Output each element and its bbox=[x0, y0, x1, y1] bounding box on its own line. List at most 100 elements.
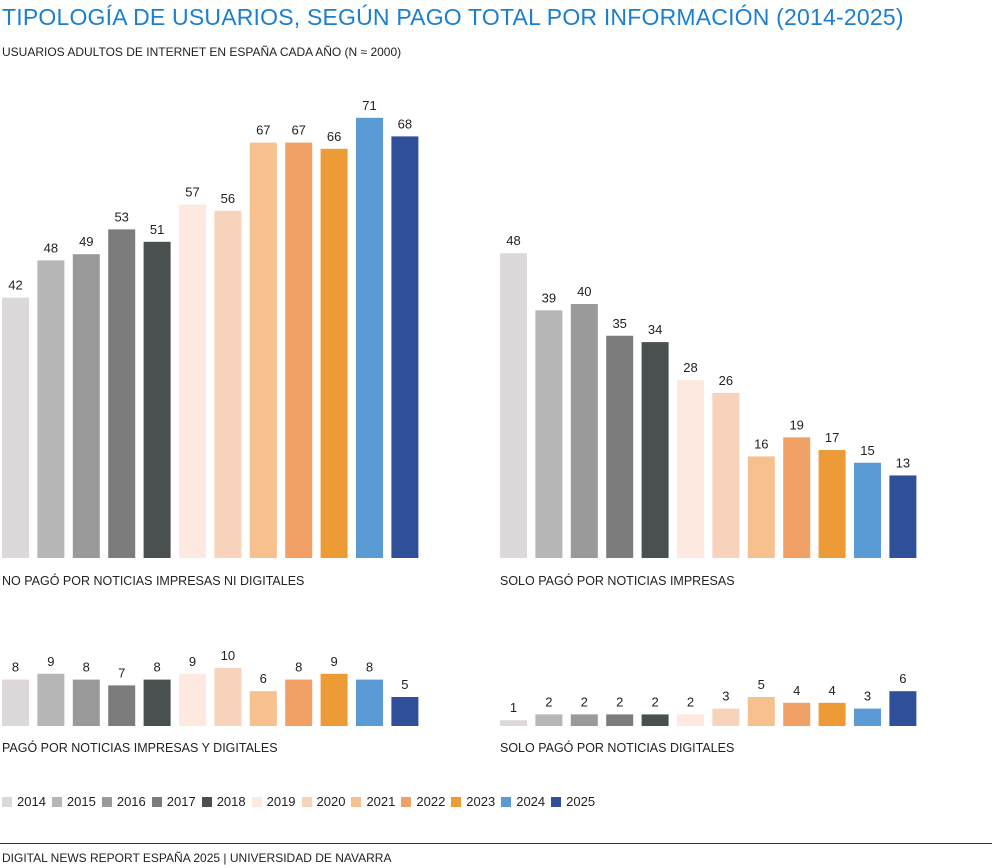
bar-2025 bbox=[889, 475, 917, 558]
legend-swatch bbox=[51, 796, 62, 807]
data-label: 3 bbox=[864, 689, 871, 704]
bar-2017 bbox=[606, 714, 634, 726]
bar-2021 bbox=[747, 697, 775, 726]
chart-panel-1: 42 48 49 53 51 57 56 67 67 66 71 68 NO PAGÓ POR NOTI… bbox=[2, 98, 419, 588]
legend-item-2021: 2021 bbox=[351, 794, 395, 809]
data-label: 6 bbox=[899, 671, 906, 686]
legend-label: 2018 bbox=[216, 794, 246, 809]
data-label: 28 bbox=[683, 360, 697, 375]
legend-item-2017: 2017 bbox=[151, 794, 196, 809]
legend-item-2016: 2016 bbox=[101, 794, 146, 809]
bar-2017 bbox=[108, 685, 136, 726]
bar-2022 bbox=[783, 437, 811, 558]
legend-swatch bbox=[501, 796, 512, 807]
panel-title: NO PAGÓ POR NOTICIAS IMPRESAS NI DIGITAL… bbox=[2, 573, 304, 588]
bar-2025 bbox=[889, 691, 917, 726]
bar-2018 bbox=[143, 679, 171, 726]
data-label: 26 bbox=[719, 373, 733, 388]
bar-2018 bbox=[641, 342, 669, 558]
data-label: 40 bbox=[577, 284, 591, 299]
bar-2015 bbox=[37, 260, 65, 558]
footer-source: DIGITAL NEWS REPORT ESPAÑA 2025 | UNIVER… bbox=[2, 851, 392, 865]
data-label: 2 bbox=[545, 694, 552, 709]
bar-2024 bbox=[356, 679, 383, 726]
legend: 2014 2015 2016 2017 2018 2019 2020 2021 2022 2023… bbox=[2, 794, 601, 809]
bar-2025 bbox=[391, 136, 419, 558]
legend-label: 2019 bbox=[266, 794, 296, 809]
data-label: 6 bbox=[260, 671, 267, 686]
legend-swatch bbox=[301, 796, 312, 807]
legend-swatch bbox=[551, 796, 562, 807]
panel-title: PAGÓ POR NOTICIAS IMPRESAS Y DIGITALES bbox=[2, 740, 278, 755]
legend-label: 2016 bbox=[116, 794, 146, 809]
legend-label: 2023 bbox=[466, 794, 496, 809]
bar-2019 bbox=[677, 380, 704, 558]
bar-2023 bbox=[818, 450, 846, 558]
legend-swatch bbox=[451, 796, 462, 807]
bar-2017 bbox=[108, 229, 136, 558]
legend-label: 2021 bbox=[366, 794, 396, 809]
bar-2022 bbox=[285, 679, 313, 726]
bar-2015 bbox=[535, 714, 563, 726]
bar-2014 bbox=[500, 720, 527, 726]
data-label: 3 bbox=[722, 689, 729, 704]
data-label: 8 bbox=[295, 660, 302, 675]
panel-title: SOLO PAGÓ POR NOTICIAS IMPRESAS bbox=[500, 573, 735, 588]
legend-item-2020: 2020 bbox=[301, 794, 346, 809]
legend-label: 2022 bbox=[416, 794, 446, 809]
bar-2021 bbox=[249, 142, 277, 558]
legend-label: 2024 bbox=[516, 794, 546, 809]
legend-item-2018: 2018 bbox=[201, 794, 246, 809]
data-label: 53 bbox=[114, 209, 128, 224]
data-label: 2 bbox=[581, 694, 588, 709]
bar-2019 bbox=[677, 714, 704, 726]
bar-2024 bbox=[356, 117, 383, 559]
bar-2025 bbox=[391, 697, 419, 726]
legend-label: 2015 bbox=[66, 794, 96, 809]
legend-item-2023: 2023 bbox=[451, 794, 495, 809]
data-label: 57 bbox=[185, 185, 199, 200]
data-label: 48 bbox=[506, 233, 520, 248]
legend-label: 2020 bbox=[316, 794, 346, 809]
data-label: 71 bbox=[362, 98, 376, 113]
data-label: 51 bbox=[150, 222, 164, 237]
data-label: 13 bbox=[896, 455, 910, 470]
bar-2019 bbox=[179, 204, 206, 558]
data-label: 35 bbox=[612, 316, 626, 331]
chart-panel-4: 1 2 2 2 2 2 3 5 4 4 3 6 SOLO PAGÓ POR NOTICIAS DIGIT… bbox=[500, 671, 917, 755]
data-label: 9 bbox=[189, 654, 196, 669]
data-label: 5 bbox=[401, 677, 408, 692]
chart-title: TIPOLOGÍA DE USUARIOS, SEGÚN PAGO TOTAL … bbox=[2, 4, 904, 30]
data-label: 67 bbox=[291, 123, 305, 138]
bar-2021 bbox=[747, 456, 775, 558]
data-label: 9 bbox=[47, 654, 54, 669]
data-label: 9 bbox=[330, 654, 337, 669]
legend-label: 2025 bbox=[566, 794, 596, 809]
data-label: 48 bbox=[44, 240, 58, 255]
legend-swatch bbox=[251, 796, 262, 807]
data-label: 66 bbox=[327, 129, 341, 144]
legend-item-2019: 2019 bbox=[251, 794, 296, 809]
legend-item-2015: 2015 bbox=[51, 794, 96, 809]
data-label: 8 bbox=[12, 660, 19, 675]
bar-2020 bbox=[214, 210, 242, 559]
data-label: 1 bbox=[510, 700, 517, 715]
bar-2022 bbox=[783, 702, 811, 726]
bar-2014 bbox=[500, 253, 527, 558]
bar-2020 bbox=[712, 708, 740, 726]
data-label: 68 bbox=[398, 116, 412, 131]
data-label: 49 bbox=[79, 234, 93, 249]
bar-2014 bbox=[2, 297, 29, 558]
chart-panel-2: 48 39 40 35 34 28 26 16 19 17 15 13 SOLO PAGÓ POR NO… bbox=[500, 233, 917, 588]
bar-2023 bbox=[818, 702, 846, 726]
bar-2015 bbox=[535, 310, 563, 558]
bar-2014 bbox=[2, 679, 29, 726]
data-label: 42 bbox=[8, 278, 22, 293]
data-label: 8 bbox=[366, 660, 373, 675]
bar-2018 bbox=[143, 241, 171, 559]
bar-2019 bbox=[179, 673, 206, 726]
legend-item-2025: 2025 bbox=[551, 794, 595, 809]
legend-swatch bbox=[351, 796, 362, 807]
bar-2024 bbox=[854, 708, 881, 726]
data-label: 4 bbox=[793, 683, 800, 698]
